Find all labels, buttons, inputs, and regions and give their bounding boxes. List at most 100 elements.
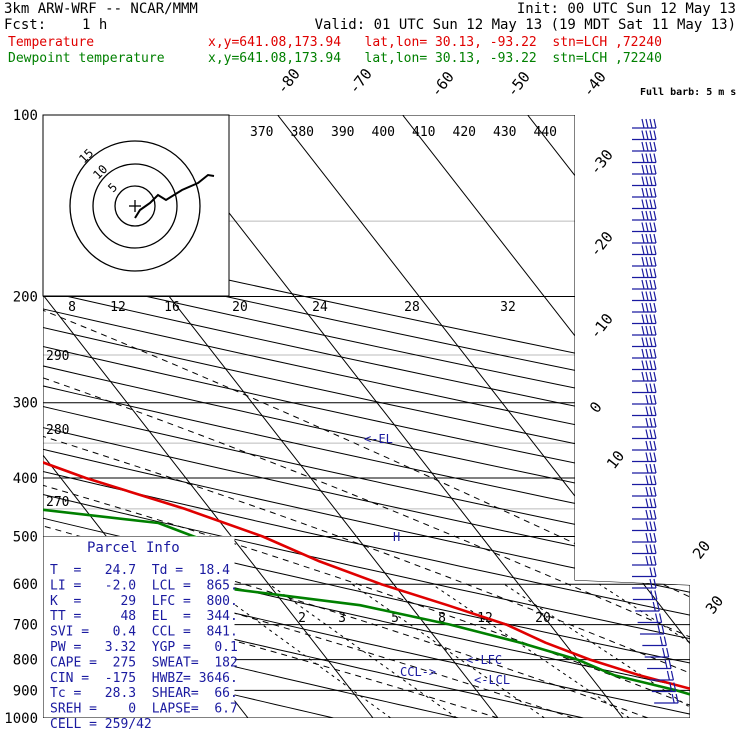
parcel-info-row: Tc = 28.3 SHEAR= 66. <box>50 686 238 701</box>
wind-barb-flag <box>645 279 649 290</box>
moist-adiabat-line <box>43 296 574 718</box>
forecast-label: Fcst: <box>4 17 47 33</box>
valid-time: Valid: 01 UTC Sun 12 May 13 (19 MDT Sat … <box>314 17 736 33</box>
dry-adiabat-line <box>43 115 690 718</box>
dewpoint-legend-label: Dewpoint temperature <box>8 51 165 66</box>
wind-barb-flag <box>645 498 649 508</box>
speed-scale-label: 8 <box>68 300 76 315</box>
moist-adiabat-line <box>43 296 690 718</box>
barb-legend-label: Full barb: 5 m s <box>640 87 736 98</box>
wind-barb-flag <box>653 567 657 577</box>
wind-barb-flag <box>649 578 653 589</box>
parcel-info-row: TT = 48 EL = 344. <box>50 609 238 624</box>
wind-barb-flag <box>645 176 649 186</box>
parcel-info-row: PW = 3.32 YGP = 0.1 <box>50 640 238 655</box>
wind-barb-flag <box>649 164 653 175</box>
temperature-profile-line <box>43 115 690 718</box>
wind-barb-flag <box>653 509 657 520</box>
pressure-tick-label: 900 <box>13 683 38 699</box>
wind-barb-flag <box>653 302 657 313</box>
mixing-ratio-label: 3 <box>338 611 346 626</box>
wind-barb-flag <box>641 222 645 232</box>
dry-adiabat-line <box>43 115 690 718</box>
mixing-ratio-label: 20 <box>535 611 551 626</box>
theta-label: 400 <box>372 125 395 140</box>
dry-adiabat-line <box>43 115 690 718</box>
wind-barb-flag <box>653 325 657 336</box>
wind-barb-flag <box>645 417 649 428</box>
wind-barb-flag <box>645 222 649 232</box>
mixing-ratio-line <box>431 583 630 718</box>
wind-barb-flag <box>645 452 649 462</box>
moist-adiabat-line <box>43 296 649 718</box>
theta-side-label: 280 <box>46 423 69 438</box>
dry-adiabat-line <box>43 115 690 718</box>
level-annotation: H <box>393 530 400 544</box>
level-annotation: <-EL <box>364 432 393 446</box>
wind-barb-flag <box>645 268 649 278</box>
wind-barb-flag <box>649 291 653 301</box>
wind-barb-flag <box>653 383 657 393</box>
wind-barb-flag <box>645 199 649 209</box>
wind-barb-flag <box>653 164 657 175</box>
wind-barb-flag <box>653 141 657 152</box>
wind-barb-flag <box>641 314 645 324</box>
wind-barb-flag <box>653 233 657 244</box>
wind-barb-flag <box>649 348 653 359</box>
init-time: Init: 00 UTC Sun 12 May 13 <box>516 1 736 17</box>
wind-barb-flag <box>649 555 653 566</box>
wind-barb-flag <box>649 371 653 382</box>
wind-barb-flag <box>645 348 649 359</box>
wind-barb-flag <box>666 647 670 658</box>
parcel-info-row: SVI = 0.4 CCL = 841. <box>50 625 238 640</box>
theta-label: 410 <box>412 125 435 140</box>
parcel-info-row: LI = -2.0 LCL = 865. <box>50 578 238 593</box>
hodograph-ring <box>92 163 178 249</box>
wind-barb-flag <box>645 187 649 198</box>
wind-barb-flag <box>645 371 649 382</box>
wind-barb-flag <box>653 406 657 416</box>
wind-barb-flag <box>645 118 649 129</box>
wind-barb-flag <box>641 371 645 382</box>
wind-barb-flag <box>653 314 657 324</box>
wind-barb-flag <box>641 199 645 209</box>
wind-barb-flag <box>641 153 645 163</box>
wind-barb-flag <box>645 521 649 531</box>
pressure-tick-label: 100 <box>13 108 38 124</box>
wind-barb-flag <box>649 440 653 451</box>
speed-scale-label: 32 <box>500 300 516 315</box>
wind-barb-flag <box>656 601 660 612</box>
wind-barb-flag <box>649 417 653 428</box>
wind-barb-flag <box>653 176 657 186</box>
wind-barb-flag <box>653 521 657 531</box>
level-annotation: <-LFC <box>466 653 502 667</box>
moist-adiabat-line <box>43 296 690 718</box>
theta-label: 370 <box>250 125 273 140</box>
wind-barb-flag <box>645 394 649 405</box>
wind-barb-flag <box>653 371 657 382</box>
parcel-info-title: Parcel Info <box>87 540 180 556</box>
hodograph-trace <box>134 173 215 219</box>
wind-barb-flag <box>653 544 657 554</box>
wind-barb-flag <box>653 222 657 232</box>
wind-barb-flag <box>653 440 657 451</box>
wind-barb-flag <box>653 498 657 508</box>
dry-adiabat-line <box>43 115 690 718</box>
parcel-info-row: K = 29 LFC = 800. <box>50 594 238 609</box>
isotherm-line <box>152 115 624 718</box>
wind-barb-flag <box>641 348 645 359</box>
wind-barb-flag <box>653 463 657 474</box>
wind-barb-flag <box>649 176 653 186</box>
wind-barb-flag <box>649 199 653 209</box>
pressure-tick-label: 200 <box>13 290 38 306</box>
wind-barb-flag <box>655 613 659 623</box>
wind-barb-flag <box>649 521 653 531</box>
wind-barb-flag <box>649 486 653 497</box>
wind-barb-flag <box>653 429 657 439</box>
wind-barb-flag <box>645 210 649 221</box>
parcel-info-row: CELL = 259/42 <box>50 717 152 732</box>
wind-barb-flag <box>649 452 653 462</box>
wind-barb-flag <box>641 187 645 198</box>
dry-adiabat-line <box>43 115 690 718</box>
wind-barb-flag <box>641 360 645 370</box>
